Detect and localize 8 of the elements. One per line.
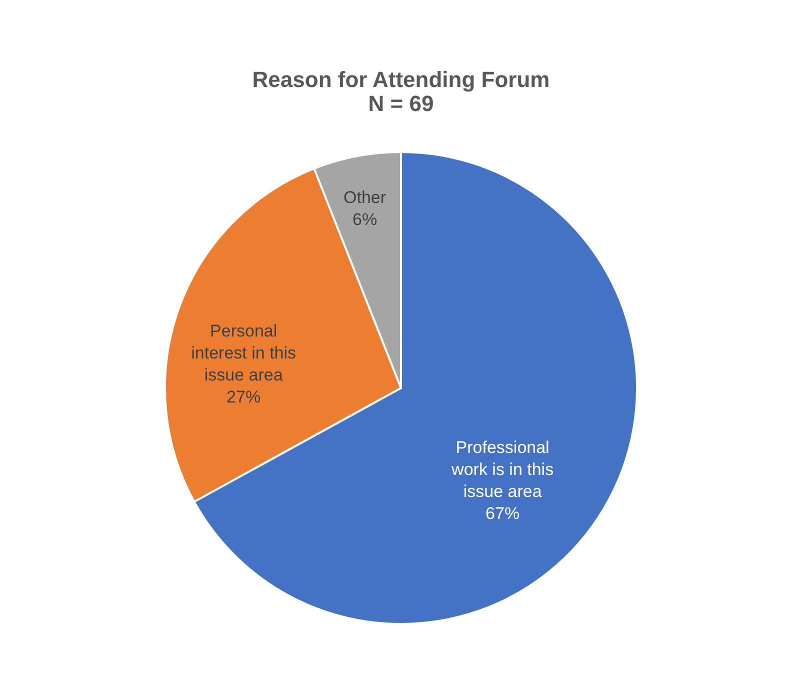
chart-title: Reason for Attending Forum bbox=[252, 67, 550, 92]
slice-label: Professional work is in this issue area bbox=[450, 438, 554, 502]
slice-label: Other bbox=[344, 188, 386, 208]
slice-label: Personal interest in this issue area bbox=[191, 321, 296, 384]
data-label: 27% bbox=[226, 387, 261, 406]
data-label: 67% bbox=[486, 504, 520, 524]
data-label: 6% bbox=[352, 210, 378, 230]
chart-subtitle: N = 69 bbox=[368, 91, 434, 116]
